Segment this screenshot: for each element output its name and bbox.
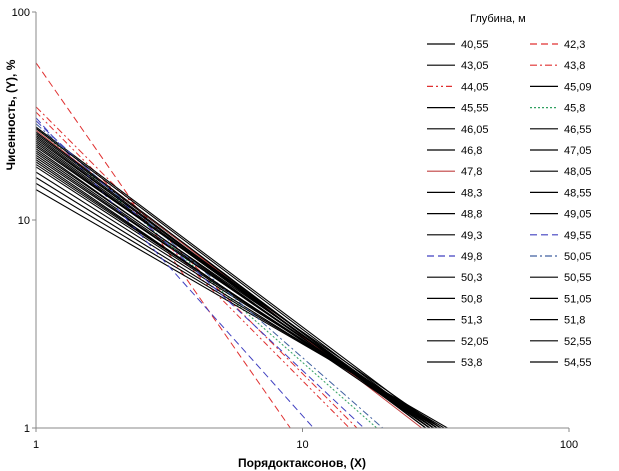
legend-label: 43,05 xyxy=(461,60,489,72)
series-line xyxy=(36,142,431,428)
legend-label: 44,05 xyxy=(461,81,489,93)
legend-label: 49,05 xyxy=(564,209,592,221)
legend-label: 45,09 xyxy=(564,81,592,93)
series-line xyxy=(36,106,358,428)
y-tick-label: 1 xyxy=(24,423,30,435)
legend-label: 50,55 xyxy=(564,272,592,284)
legend-label: 52,55 xyxy=(564,336,592,348)
legend-label: 43,8 xyxy=(564,60,585,72)
legend-label: 49,8 xyxy=(461,251,482,263)
legend-label: 49,55 xyxy=(564,230,592,242)
series-line xyxy=(36,138,434,428)
y-axis-title: Чисенность, (Y), % xyxy=(4,59,18,170)
x-axis-title: Порядоктаксонов, (X) xyxy=(238,456,366,470)
series-line xyxy=(36,128,434,428)
legend-label: 51,3 xyxy=(461,315,482,327)
legend-label: 48,05 xyxy=(564,166,592,178)
legend-label: 47,05 xyxy=(564,145,592,157)
series-line xyxy=(36,126,438,428)
legend-label: 54,55 xyxy=(564,357,592,369)
x-tick-label: 1 xyxy=(33,439,39,451)
series-lines xyxy=(36,62,448,428)
legend-label: 45,8 xyxy=(564,103,585,115)
legend-label: 48,3 xyxy=(461,187,482,199)
x-tick-label: 10 xyxy=(296,439,308,451)
legend-label: 48,55 xyxy=(564,187,592,199)
series-line xyxy=(36,120,365,428)
legend-label: 46,55 xyxy=(564,124,592,136)
legend-label: 47,8 xyxy=(461,166,482,178)
legend-label: 40,55 xyxy=(461,39,489,51)
legend-label: 50,05 xyxy=(564,251,592,263)
x-tick-labels: 1 10 100 xyxy=(33,428,578,451)
series-line xyxy=(36,62,291,428)
legend-title: Глубина, м xyxy=(470,13,526,25)
legend-label: 51,05 xyxy=(564,293,592,305)
series-line xyxy=(36,123,384,428)
legend-label: 52,05 xyxy=(461,336,489,348)
y-tick-labels: 1 10 100 xyxy=(12,7,36,435)
legend: 40,55 42,3 43,05 43,8 44,05 45,09 45,55 45,8 46,… xyxy=(427,39,592,369)
series-line xyxy=(36,131,431,428)
legend-label: 50,8 xyxy=(461,293,482,305)
series-line xyxy=(36,111,350,428)
series-line xyxy=(36,163,438,428)
legend-label: 42,3 xyxy=(564,39,585,51)
legend-label: 48,8 xyxy=(461,209,482,221)
legend-label: 45,55 xyxy=(461,103,489,115)
legend-label: 49,3 xyxy=(461,230,482,242)
legend-label: 51,8 xyxy=(564,315,585,327)
legend-label: 46,05 xyxy=(461,124,489,136)
legend-label: 46,8 xyxy=(461,145,482,157)
y-tick-label: 10 xyxy=(18,215,30,227)
legend-label: 50,3 xyxy=(461,272,482,284)
series-line xyxy=(36,134,427,428)
y-tick-label: 100 xyxy=(12,7,30,19)
x-tick-label: 100 xyxy=(560,439,578,451)
legend-label: 53,8 xyxy=(461,357,482,369)
